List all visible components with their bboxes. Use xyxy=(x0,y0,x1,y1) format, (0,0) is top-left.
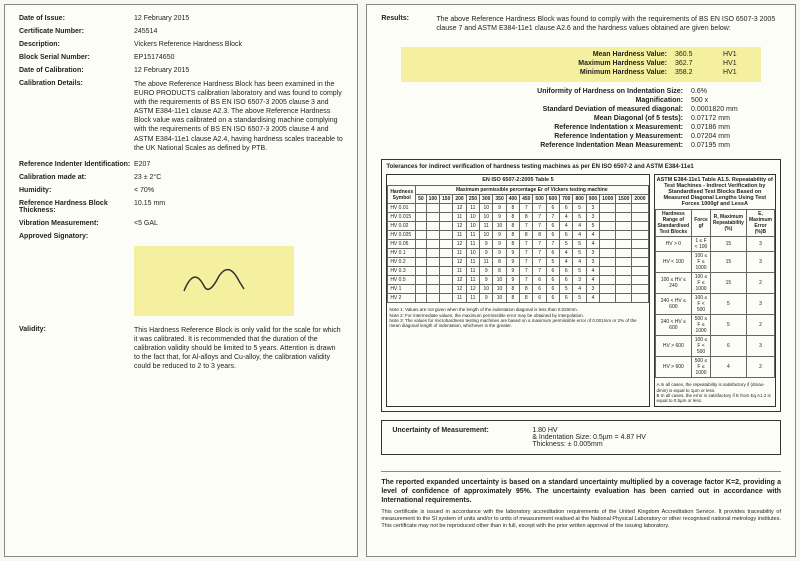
max-line: Maximum Hardness Value: 362.7 HV1 xyxy=(409,60,753,67)
calib-det-label: Calibration Details: xyxy=(19,80,134,153)
tolerance-box: Tolerances for indirect verification of … xyxy=(381,159,781,412)
mean-u: HV1 xyxy=(723,51,753,58)
max-u: HV1 xyxy=(723,60,753,67)
calib-date-label: Date of Calibration: xyxy=(19,67,134,74)
unc-v3: Thickness: ± 0.005mm xyxy=(532,441,770,448)
thick-value: 10.15 mm xyxy=(134,200,343,214)
vib-row: Vibration Measurement: <5 GAL xyxy=(19,220,343,227)
results-row: Results: The above Reference Hardness Bl… xyxy=(381,15,781,41)
unif-label: Uniformity of Hardness on Indentation Si… xyxy=(401,88,683,95)
indenter-row: Reference Indenter Identification: E207 xyxy=(19,161,343,168)
max-v: 362.7 xyxy=(675,60,715,67)
unc-values: 1.80 HV & Indentation Size: 0.5µm = 4.87… xyxy=(532,427,770,448)
rm-v: 0.07195 mm xyxy=(691,142,761,149)
unc-v2: & Indentation Size: 0.5µm = 4.87 HV xyxy=(532,434,770,441)
calibat-label: Calibration made at: xyxy=(19,174,134,181)
md-label: Mean Diagonal (of 5 tests): xyxy=(401,115,683,122)
unc-label: Uncertainty of Measurement: xyxy=(392,427,532,448)
signature-box xyxy=(134,246,294,316)
left-page: Date of Issue: 12 February 2015 Certific… xyxy=(4,4,358,557)
rx-label: Reference Indentation x Measurement: xyxy=(401,124,683,131)
humidity-label: Humidity: xyxy=(19,187,134,194)
signature-icon xyxy=(174,261,254,301)
validity-label: Validity: xyxy=(19,326,134,371)
desc-row: Description: Vickers Reference Hardness … xyxy=(19,41,343,48)
mag-label: Magnification: xyxy=(401,97,683,104)
min-u: HV1 xyxy=(723,69,753,76)
issue-row: Date of Issue: 12 February 2015 xyxy=(19,15,343,22)
hardness-highlight: Mean Hardness Value: 360.5 HV1 Maximum H… xyxy=(401,47,761,82)
cert-label: Certificate Number: xyxy=(19,28,134,35)
mean-label: Mean Hardness Value: xyxy=(409,51,667,58)
tol-right-title: ASTM E384-11e1 Table A1.5. Repeatability… xyxy=(655,175,775,209)
serial-label: Block Serial Number: xyxy=(19,54,134,61)
ry-v: 0.07204 mm xyxy=(691,133,761,140)
right-page: Results: The above Reference Hardness Bl… xyxy=(366,4,796,557)
vib-label: Vibration Measurement: xyxy=(19,220,134,227)
sd-v: 0.0001820 mm xyxy=(691,106,761,113)
desc-value: Vickers Reference Hardness Block xyxy=(134,41,343,48)
calib-date-row: Date of Calibration: 12 February 2015 xyxy=(19,67,343,74)
thick-row: Reference Hardness Block Thickness: 10.1… xyxy=(19,200,343,214)
unc-v1: 1.80 HV xyxy=(532,427,770,434)
min-v: 358.2 xyxy=(675,69,715,76)
measure-block: Uniformity of Hardness on Indentation Si… xyxy=(401,88,761,151)
results-label: Results: xyxy=(381,15,436,41)
tol-tables: EN ISO 6507-2:2005 Table 5 Hardness Symb… xyxy=(386,174,776,407)
cert-value: 245514 xyxy=(134,28,343,35)
vib-value: <5 GAL xyxy=(134,220,343,227)
min-label: Minimum Hardness Value: xyxy=(409,69,667,76)
max-label: Maximum Hardness Value: xyxy=(409,60,667,67)
mean-v: 360.5 xyxy=(675,51,715,58)
calib-details-row: Calibration Details: The above Reference… xyxy=(19,80,343,153)
issue-label: Date of Issue: xyxy=(19,15,134,22)
calibat-row: Calibration made at: 23 ± 2°C xyxy=(19,174,343,181)
uncertainty-box: Uncertainty of Measurement: 1.80 HV & In… xyxy=(381,420,781,455)
validity-row: Validity: This Hardness Reference Block … xyxy=(19,326,343,371)
indenter-value: E207 xyxy=(134,161,343,168)
desc-label: Description: xyxy=(19,41,134,48)
footer-bold: The reported expanded uncertainty is bas… xyxy=(381,478,781,505)
tol-left-note: Note 1: Values are not given when the le… xyxy=(387,305,648,331)
calibat-value: 23 ± 2°C xyxy=(134,174,343,181)
mag-v: 500 x xyxy=(691,97,761,104)
rx-v: 0.07186 mm xyxy=(691,124,761,131)
indenter-label: Reference Indenter Identification: xyxy=(19,161,134,168)
serial-row: Block Serial Number: EP15174650 xyxy=(19,54,343,61)
issue-value: 12 February 2015 xyxy=(134,15,343,22)
calib-date-value: 12 February 2015 xyxy=(134,67,343,74)
tol-left-table: EN ISO 6507-2:2005 Table 5 Hardness Symb… xyxy=(386,174,649,407)
tol-title: Tolerances for indirect verification of … xyxy=(386,164,776,170)
sig-row: Approved Signatory: xyxy=(19,233,343,240)
tol-right-table: ASTM E384-11e1 Table A1.5. Repeatability… xyxy=(654,174,776,407)
separator xyxy=(381,471,781,472)
rm-label: Reference Indentation Mean Measurement: xyxy=(401,142,683,149)
footer-small: This certificate is issued in accordance… xyxy=(381,509,781,530)
calib-det-value: The above Reference Hardness Block has b… xyxy=(134,80,343,153)
cert-row: Certificate Number: 245514 xyxy=(19,28,343,35)
humidity-value: < 70% xyxy=(134,187,343,194)
md-v: 0.07172 mm xyxy=(691,115,761,122)
min-line: Minimum Hardness Value: 358.2 HV1 xyxy=(409,69,753,76)
validity-value: This Hardness Reference Block is only va… xyxy=(134,326,343,371)
sig-label: Approved Signatory: xyxy=(19,233,134,240)
serial-value: EP15174650 xyxy=(134,54,343,61)
thick-label: Reference Hardness Block Thickness: xyxy=(19,200,134,214)
mean-line: Mean Hardness Value: 360.5 HV1 xyxy=(409,51,753,58)
results-text: The above Reference Hardness Block was f… xyxy=(436,15,781,33)
sd-label: Standard Deviation of measured diagonal: xyxy=(401,106,683,113)
tol-left-title: EN ISO 6507-2:2005 Table 5 xyxy=(387,175,648,185)
ry-label: Reference Indentation y Measurement: xyxy=(401,133,683,140)
tol-right-note: A In all cases, the repeatability is sat… xyxy=(655,380,775,406)
unif-v: 0.6% xyxy=(691,88,761,95)
humidity-row: Humidity: < 70% xyxy=(19,187,343,194)
